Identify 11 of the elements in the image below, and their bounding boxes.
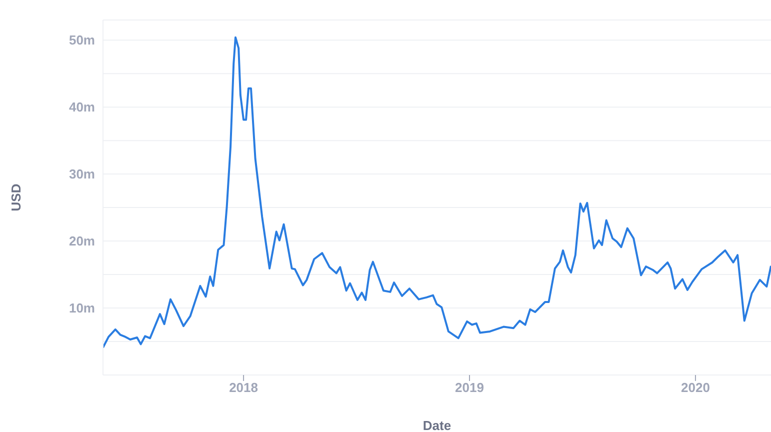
x-axis-title: Date [422,418,452,432]
y-tick-label: 30m [68,166,95,182]
x-tick-label: 2019 [455,380,484,396]
line-series [103,36,771,349]
y-axis-title: USD [8,184,24,212]
y-tick-label: 10m [68,300,95,316]
y-tick-label: 50m [68,32,95,48]
y-tick-label: 40m [68,100,95,115]
x-tick-label: 2018 [229,380,258,396]
y-tick-label: 20m [68,234,95,249]
x-tick-label: 2020 [681,380,710,396]
